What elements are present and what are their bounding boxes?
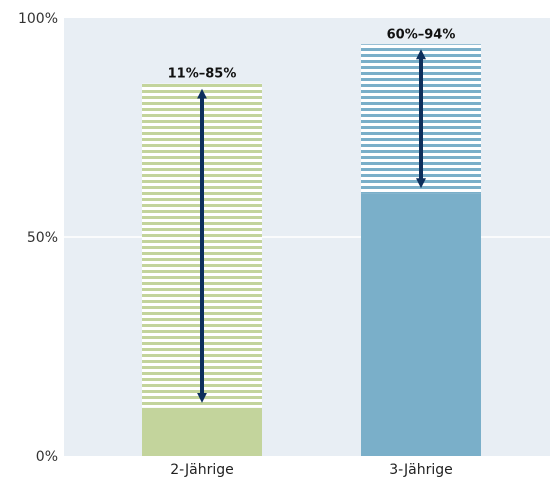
- range-label: 11%–85%: [168, 67, 237, 82]
- x-tick-label: 2-Jährige: [170, 462, 233, 478]
- y-tick-label: 50%: [27, 230, 58, 246]
- range-label: 60%–94%: [387, 27, 456, 42]
- y-tick-label: 100%: [18, 11, 58, 27]
- bar-base: [142, 407, 262, 456]
- y-tick-label: 0%: [36, 449, 58, 465]
- bar-base: [361, 193, 481, 456]
- x-tick-label: 3-Jährige: [389, 462, 452, 478]
